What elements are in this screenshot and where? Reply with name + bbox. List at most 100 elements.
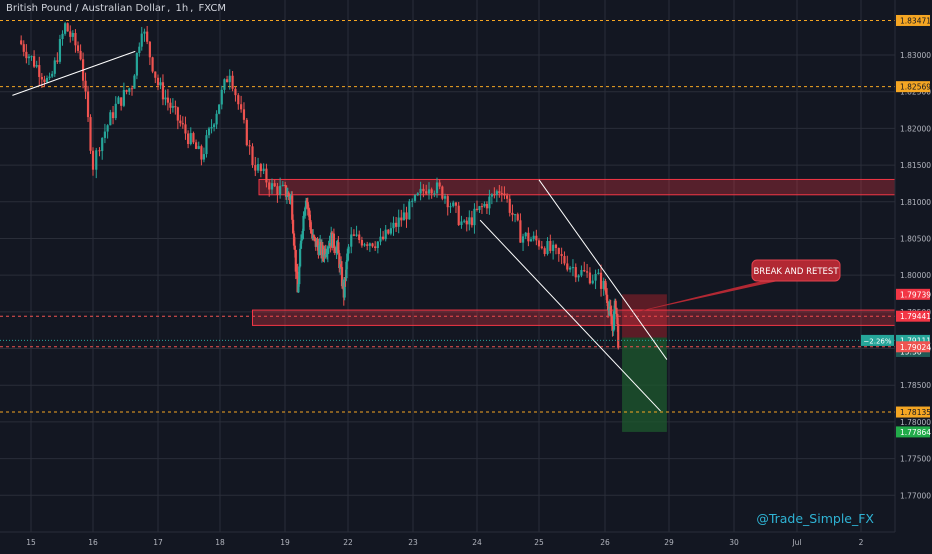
candle-body — [321, 245, 324, 255]
candle-body — [607, 308, 611, 311]
candle-body — [470, 217, 473, 226]
candle-body — [463, 220, 466, 222]
candle-body — [606, 294, 609, 304]
candle-body — [498, 191, 501, 194]
candle-body — [546, 241, 549, 254]
candle-body — [430, 189, 433, 194]
candle-body — [166, 97, 170, 103]
candle-body — [529, 239, 533, 242]
price-label-text: 1.83471 — [900, 16, 931, 25]
candle-body — [524, 232, 527, 237]
candle-body — [128, 88, 131, 92]
candle-body — [588, 272, 592, 284]
price-label-tag — [896, 288, 930, 300]
candle-body — [300, 235, 303, 241]
candle-body — [465, 220, 468, 225]
candle-body — [335, 246, 338, 253]
candle-body — [25, 51, 28, 59]
candle-body — [508, 198, 511, 213]
candle-body — [242, 109, 246, 120]
candle-body — [284, 184, 287, 186]
candle-body — [43, 79, 46, 83]
candle-body — [292, 219, 295, 234]
candle-body — [309, 220, 312, 230]
candle-body — [296, 271, 299, 293]
candle-body — [27, 56, 31, 59]
candle-body — [475, 208, 479, 210]
candle-body — [200, 146, 203, 160]
candle-body — [179, 120, 182, 124]
candle-body — [292, 233, 296, 246]
candle-body — [468, 217, 471, 225]
candle-body — [138, 46, 141, 54]
candle-body — [279, 185, 282, 195]
candle-body — [506, 195, 509, 199]
candle-body — [557, 248, 560, 255]
callout-label: BREAK AND RETEST — [753, 267, 839, 277]
author-credit: @Trade_Simple_FX — [756, 511, 874, 526]
candle-body — [438, 182, 441, 187]
candle-body — [540, 246, 543, 249]
candle-body — [245, 119, 248, 146]
candle-body — [552, 244, 555, 251]
time-tick-label: Jul — [791, 538, 801, 547]
candle-body — [594, 273, 597, 281]
candle-body — [566, 263, 569, 270]
candle-body — [433, 193, 436, 195]
candle-body — [302, 215, 305, 231]
price-tick-label: 1.78500 — [900, 381, 931, 390]
price-label-text: 1.77864 — [900, 428, 931, 437]
candle-body — [379, 236, 382, 242]
candle-body — [154, 71, 157, 78]
candle-body — [159, 82, 162, 86]
price-tick-label: 1.77000 — [900, 491, 931, 500]
candle-body — [333, 247, 336, 251]
candle-body — [143, 31, 146, 34]
candle-body — [549, 241, 552, 251]
candle-body — [537, 240, 541, 247]
candle-body — [181, 123, 184, 125]
candle-body — [400, 217, 403, 221]
candle-body — [184, 124, 187, 134]
candle-body — [346, 253, 349, 262]
candle-body — [376, 241, 379, 249]
candle-body — [111, 112, 115, 119]
candle-body — [483, 203, 486, 207]
time-tick-label: 26 — [600, 538, 610, 547]
candle-body — [325, 253, 329, 255]
candle-body — [327, 247, 330, 249]
candle-body — [281, 184, 284, 186]
time-tick-label: 23 — [408, 538, 418, 547]
candle-body — [164, 97, 167, 100]
candle-body — [176, 107, 179, 121]
candle-body — [316, 240, 319, 246]
candle-body — [109, 112, 112, 126]
candle-body — [405, 212, 408, 220]
candle-body — [95, 150, 98, 170]
candle-body — [614, 300, 617, 308]
candle-body — [527, 232, 530, 242]
candle-body — [270, 183, 274, 190]
candle-body — [503, 193, 506, 196]
callout-pointer — [620, 281, 778, 316]
candle-body — [101, 137, 104, 152]
candle-body — [457, 205, 460, 226]
data-source-label: FXCM — [198, 3, 227, 14]
candle-body — [358, 234, 361, 240]
candle-body — [516, 214, 519, 221]
candle-body — [340, 267, 344, 287]
price-label-tag — [896, 406, 930, 418]
candle-body — [402, 212, 405, 221]
candle-body — [212, 124, 216, 128]
candle-body — [411, 200, 414, 202]
candle-body — [521, 236, 525, 243]
candle-body — [343, 277, 346, 298]
time-tick-label: 19 — [280, 538, 290, 547]
candle-body — [291, 195, 294, 220]
candle-body — [609, 306, 612, 315]
price-label-text: 1.78135 — [900, 408, 931, 417]
price-label-text: 1.82569 — [900, 83, 931, 92]
candle-body — [612, 311, 616, 330]
